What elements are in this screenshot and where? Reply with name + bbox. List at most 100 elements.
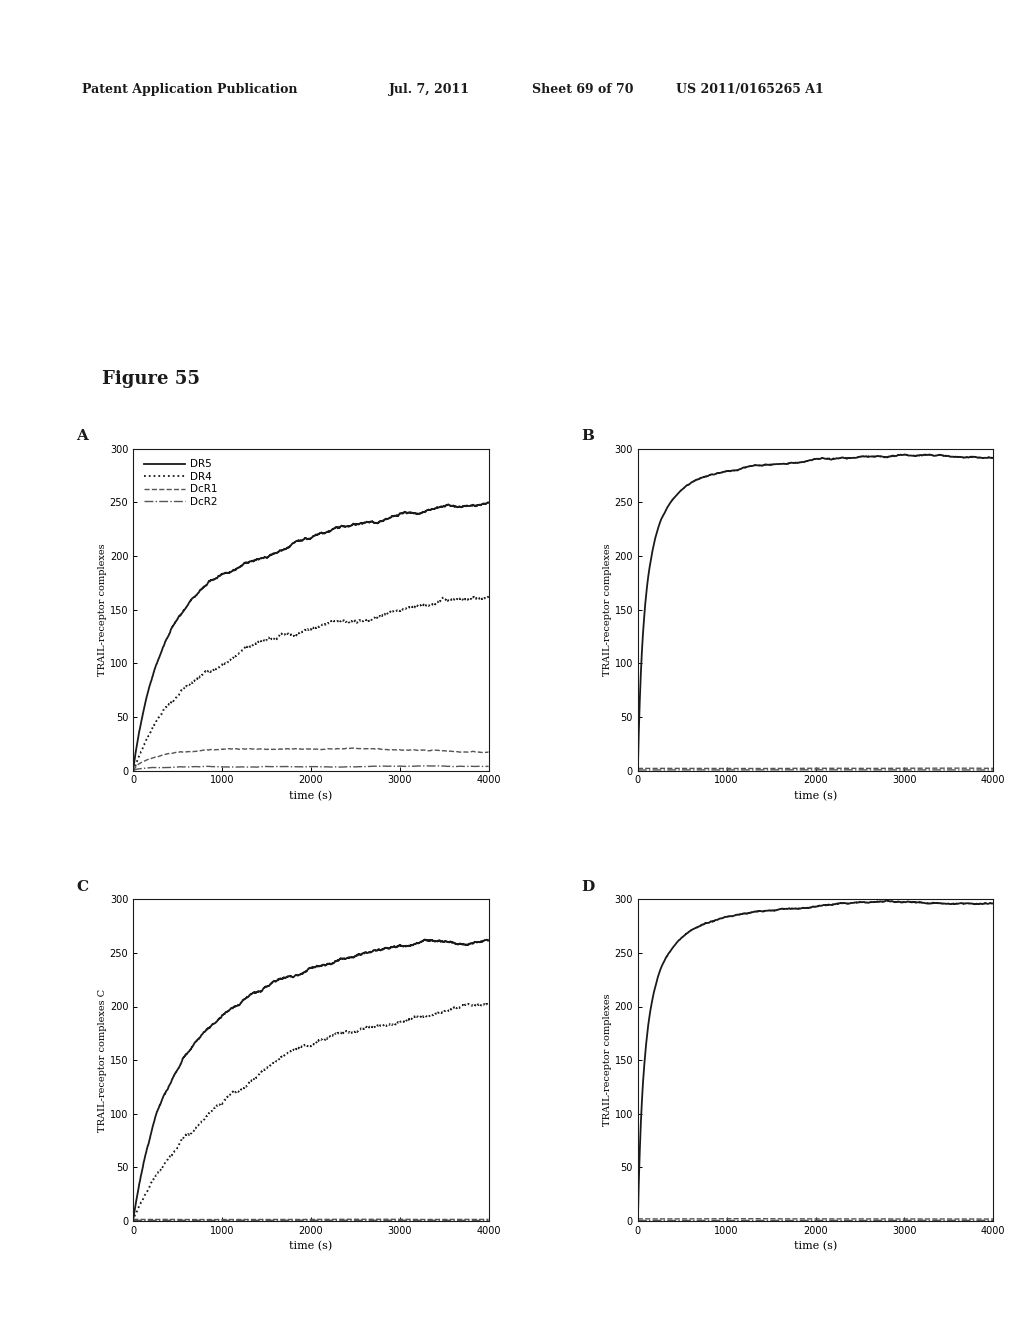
Line: DR4: DR4 bbox=[133, 1003, 488, 1221]
DcR2 bbox=[472, 1213, 484, 1229]
Text: Patent Application Publication: Patent Application Publication bbox=[82, 83, 297, 96]
DcR1 bbox=[291, 741, 303, 756]
DcR2 bbox=[472, 759, 484, 775]
DR4 bbox=[472, 997, 484, 1012]
DR4 bbox=[291, 1040, 303, 1056]
DcR2 bbox=[482, 1213, 495, 1229]
DcR2 bbox=[796, 762, 808, 777]
DcR1 bbox=[977, 760, 989, 776]
DcR1 bbox=[987, 760, 999, 776]
DcR1 bbox=[127, 1212, 139, 1228]
X-axis label: time (s): time (s) bbox=[289, 791, 333, 801]
DcR2 bbox=[127, 1213, 139, 1229]
DcR1 bbox=[632, 760, 644, 776]
DcR2 bbox=[128, 1213, 140, 1229]
Text: Sheet 69 of 70: Sheet 69 of 70 bbox=[532, 83, 634, 96]
Text: C: C bbox=[76, 880, 88, 894]
DcR2 bbox=[632, 762, 644, 777]
DcR1 bbox=[472, 744, 484, 760]
Line: DR5: DR5 bbox=[133, 502, 488, 771]
Y-axis label: TRAIL-receptor complexes C: TRAIL-receptor complexes C bbox=[98, 989, 106, 1131]
DcR1 bbox=[472, 744, 484, 760]
DcR2 bbox=[650, 1213, 663, 1229]
DR5 bbox=[911, 894, 924, 909]
DcR2 bbox=[650, 762, 663, 777]
DR5 bbox=[911, 447, 924, 463]
DcR1 bbox=[911, 1210, 924, 1226]
DcR2 bbox=[759, 1213, 771, 1229]
DcR1 bbox=[759, 760, 771, 776]
Text: B: B bbox=[581, 429, 594, 444]
X-axis label: time (s): time (s) bbox=[794, 1241, 838, 1251]
DcR2 bbox=[796, 1213, 808, 1229]
DcR2 bbox=[977, 1213, 989, 1229]
DcR1 bbox=[805, 760, 817, 776]
DcR1 bbox=[379, 1212, 391, 1228]
DR5 bbox=[977, 450, 989, 466]
DR5 bbox=[881, 892, 893, 908]
DcR2 bbox=[408, 1213, 420, 1229]
DR5 bbox=[472, 498, 484, 513]
DR4 bbox=[407, 1010, 419, 1026]
DcR2 bbox=[419, 758, 431, 774]
DR4 bbox=[407, 598, 419, 614]
DcR1 bbox=[733, 1210, 745, 1226]
DcR1 bbox=[300, 1212, 312, 1228]
DR5 bbox=[632, 1213, 644, 1229]
DR5 bbox=[805, 453, 817, 469]
DcR2 bbox=[987, 762, 999, 777]
DR4 bbox=[468, 589, 480, 605]
DcR2 bbox=[145, 759, 158, 775]
DR5 bbox=[127, 1213, 139, 1229]
Line: DR5: DR5 bbox=[133, 940, 488, 1221]
DR5 bbox=[145, 1125, 158, 1140]
DR5 bbox=[977, 896, 989, 912]
DcR1 bbox=[911, 760, 924, 776]
DcR2 bbox=[472, 759, 484, 775]
DcR1 bbox=[407, 742, 419, 758]
DcR1 bbox=[977, 1212, 989, 1228]
DR5 bbox=[472, 935, 484, 950]
DcR1 bbox=[974, 1212, 986, 1228]
DR5 bbox=[482, 494, 495, 510]
DcR1 bbox=[300, 741, 312, 756]
DcR2 bbox=[987, 1213, 999, 1229]
DR5 bbox=[145, 673, 158, 689]
Y-axis label: TRAIL-receptor complexes: TRAIL-receptor complexes bbox=[98, 544, 106, 676]
DcR1 bbox=[977, 760, 989, 776]
DcR2 bbox=[632, 1213, 644, 1229]
DR5 bbox=[472, 935, 484, 950]
Text: D: D bbox=[581, 880, 594, 894]
Text: US 2011/0165265 A1: US 2011/0165265 A1 bbox=[676, 83, 823, 96]
DcR2 bbox=[633, 762, 645, 777]
DR4 bbox=[482, 995, 495, 1011]
DcR1 bbox=[482, 744, 495, 760]
DcR1 bbox=[632, 1210, 644, 1226]
DcR1 bbox=[145, 1212, 158, 1228]
DcR2 bbox=[977, 1213, 989, 1229]
DcR1 bbox=[796, 1210, 808, 1226]
DcR1 bbox=[472, 1212, 484, 1228]
DR5 bbox=[795, 454, 807, 470]
DcR2 bbox=[145, 1213, 158, 1229]
DcR2 bbox=[302, 1212, 314, 1228]
DR4 bbox=[472, 997, 484, 1012]
DcR1 bbox=[805, 1210, 817, 1226]
DcR1 bbox=[145, 751, 158, 767]
DR5 bbox=[632, 763, 644, 779]
DR5 bbox=[127, 763, 139, 779]
Text: A: A bbox=[76, 429, 88, 444]
DR4 bbox=[291, 627, 303, 643]
DcR2 bbox=[291, 759, 303, 775]
DR4 bbox=[127, 1213, 139, 1229]
DR5 bbox=[977, 450, 989, 466]
DR5 bbox=[407, 506, 419, 521]
DR5 bbox=[482, 932, 495, 948]
DR4 bbox=[127, 762, 139, 777]
DcR1 bbox=[929, 760, 941, 776]
X-axis label: time (s): time (s) bbox=[289, 1241, 333, 1251]
DcR1 bbox=[482, 1212, 495, 1228]
DR5 bbox=[898, 446, 910, 462]
DcR2 bbox=[127, 763, 139, 779]
Text: Jul. 7, 2011: Jul. 7, 2011 bbox=[389, 83, 470, 96]
